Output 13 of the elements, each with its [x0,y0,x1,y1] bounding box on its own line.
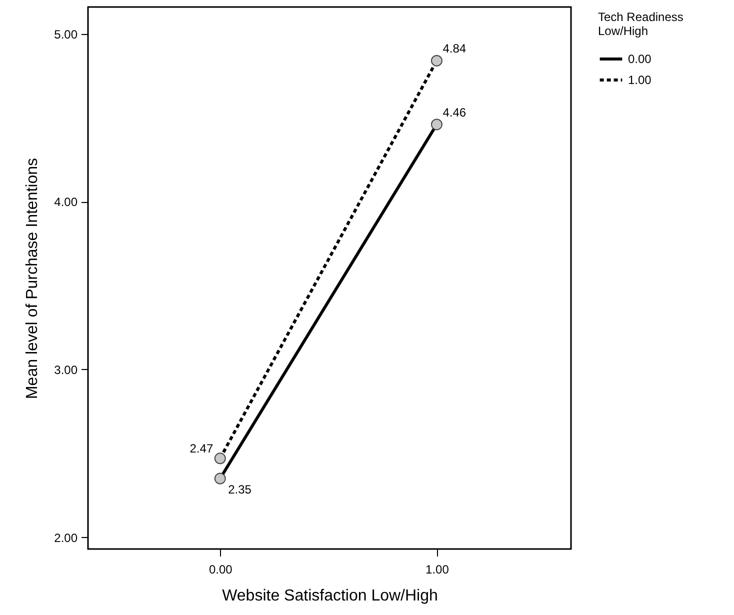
x-axis-title: Website Satisfaction Low/High [222,588,438,604]
data-label: 2.47 [190,441,214,456]
y-tick-label: 5.00 [54,27,78,42]
y-tick-label: 2.00 [54,530,78,545]
y-tick-label: 3.00 [54,362,78,377]
legend-label: 1.00 [628,73,652,87]
data-label: 4.46 [442,105,466,120]
y-tick-label: 4.00 [54,195,78,210]
legend-label: 0.00 [628,52,652,66]
y-axis-title: Mean level of Purchase Intentions [24,158,42,400]
data-label: 2.35 [228,482,252,497]
legend-title: Tech Readiness Low/High [598,10,684,38]
data-label: 4.84 [442,42,466,56]
